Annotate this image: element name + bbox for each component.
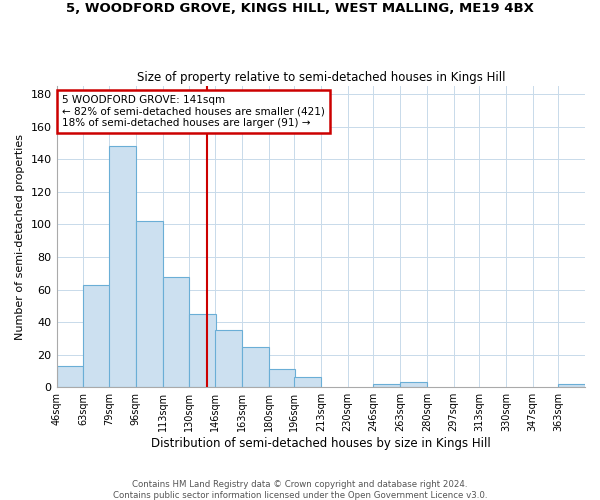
Bar	[294, 378, 321, 387]
Text: 5, WOODFORD GROVE, KINGS HILL, WEST MALLING, ME19 4BX: 5, WOODFORD GROVE, KINGS HILL, WEST MALL…	[66, 2, 534, 16]
Bar	[56, 366, 83, 387]
Bar	[190, 314, 217, 387]
X-axis label: Distribution of semi-detached houses by size in Kings Hill: Distribution of semi-detached houses by …	[151, 437, 491, 450]
Bar	[373, 384, 400, 387]
Bar	[136, 221, 163, 387]
Bar	[215, 330, 242, 387]
Bar	[163, 276, 190, 387]
Y-axis label: Number of semi-detached properties: Number of semi-detached properties	[15, 134, 25, 340]
Text: Contains HM Land Registry data © Crown copyright and database right 2024.
Contai: Contains HM Land Registry data © Crown c…	[113, 480, 487, 500]
Bar	[269, 370, 295, 387]
Bar	[558, 384, 585, 387]
Bar	[400, 382, 427, 387]
Bar	[109, 146, 136, 387]
Text: 5 WOODFORD GROVE: 141sqm
← 82% of semi-detached houses are smaller (421)
18% of : 5 WOODFORD GROVE: 141sqm ← 82% of semi-d…	[62, 95, 325, 128]
Bar	[83, 284, 110, 387]
Title: Size of property relative to semi-detached houses in Kings Hill: Size of property relative to semi-detach…	[137, 70, 505, 84]
Bar	[242, 346, 269, 387]
